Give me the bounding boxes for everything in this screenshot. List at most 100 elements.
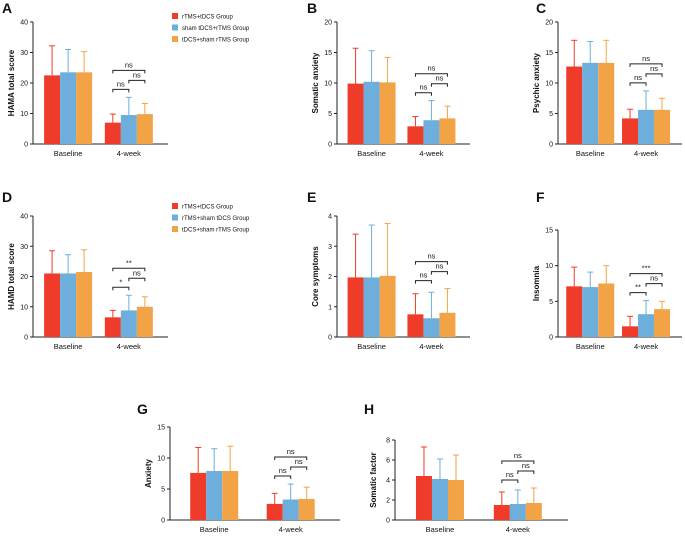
category-label: 4-week: [279, 525, 303, 534]
significance-bracket: [629, 63, 663, 67]
bar: [582, 287, 599, 337]
panel-letter: A: [2, 0, 12, 16]
category-label: 4-week: [419, 149, 443, 158]
bar: [347, 83, 364, 144]
bar: [60, 72, 77, 144]
significance-label: ns: [634, 73, 642, 82]
legend-label: rTMS+tDCS Group: [182, 15, 234, 21]
bar: [120, 310, 137, 337]
bar: [439, 118, 456, 144]
bar: [363, 81, 380, 144]
y-tick-label: 30: [20, 244, 28, 251]
y-tick-label: 0: [549, 142, 553, 149]
significance-label: ns: [125, 60, 133, 69]
bar: [190, 472, 207, 520]
bar: [431, 479, 448, 520]
legend-swatch: [172, 226, 178, 232]
bar: [298, 498, 315, 520]
significance-bracket: [645, 283, 663, 287]
bar: [638, 314, 655, 337]
bar: [363, 277, 380, 337]
significance-bracket: [112, 286, 130, 291]
panel-letter: B: [307, 0, 317, 16]
y-tick-label: 15: [545, 228, 553, 235]
significance-label: ns: [514, 451, 522, 460]
panel-f: F 0 5 10 15 Insomnia Baseline 4-week ** ns***: [532, 189, 682, 351]
legend-label: rTMS+tDCS Group: [182, 205, 234, 211]
y-tick-label: 0: [24, 142, 28, 149]
y-tick-label: 10: [324, 81, 332, 88]
significance-bracket: [414, 92, 432, 96]
significance-label: **: [126, 258, 132, 267]
category-label: 4-week: [117, 149, 141, 158]
y-tick-label: 15: [157, 425, 165, 432]
significance-bracket: [274, 456, 308, 461]
y-tick-label: 10: [545, 263, 553, 270]
significance-label: ns: [522, 461, 530, 470]
category-label: Baseline: [426, 525, 455, 534]
bar: [423, 318, 440, 337]
significance-bracket: [414, 261, 448, 265]
significance-bracket: [501, 479, 519, 483]
y-tick-label: 20: [324, 20, 332, 27]
panel-c: C 0 5 10 15 20 Psychic anxiety Baseline 4-week ns…: [532, 0, 682, 158]
legend-label: tDCS+sham rTMS Group: [182, 38, 250, 44]
panel-letter: G: [137, 401, 148, 417]
y-tick-label: 15: [324, 50, 332, 57]
category-label: Baseline: [200, 525, 229, 534]
significance-bracket: [645, 73, 663, 77]
y-tick-label: 0: [549, 335, 553, 342]
significance-label: ns: [419, 83, 427, 92]
bar: [582, 62, 599, 145]
significance-label: ns: [650, 64, 658, 73]
category-label: Baseline: [357, 342, 386, 351]
y-tick-label: 30: [20, 50, 28, 57]
bar: [222, 471, 239, 520]
bar: [44, 75, 61, 144]
significance-label: ns: [287, 447, 295, 456]
significance-label: **: [635, 283, 641, 292]
legend: rTMS+tDCS Group sham tDCS+rTMS Group tDCS+…: [172, 13, 250, 44]
y-tick-label: 10: [20, 304, 28, 311]
legend-swatch: [172, 214, 178, 221]
legend-swatch: [172, 203, 178, 209]
significance-bracket: [430, 271, 448, 275]
bar: [654, 309, 671, 337]
bar: [76, 72, 93, 144]
significance-label: ns: [650, 274, 658, 283]
y-axis-title: Psychic anxiety: [532, 52, 541, 113]
y-tick-label: 10: [157, 456, 165, 463]
bar: [423, 120, 440, 144]
panel-letter: C: [536, 0, 546, 16]
bar: [493, 505, 510, 520]
significance-label: ns: [133, 70, 141, 79]
y-tick-label: 6: [386, 458, 390, 465]
bar: [638, 109, 655, 144]
y-tick-label: 4: [328, 214, 332, 221]
bar: [622, 326, 639, 337]
significance-label: ns: [435, 74, 443, 83]
bar: [104, 122, 121, 144]
bar: [347, 277, 364, 337]
y-tick-label: 20: [20, 81, 28, 88]
panel-letter: H: [364, 401, 374, 417]
legend: rTMS+tDCS Group rTMS+sham tDCS Group tDCS+…: [172, 203, 250, 234]
significance-label: *: [119, 277, 122, 286]
significance-label: ns: [642, 54, 650, 63]
category-label: 4-week: [117, 342, 141, 351]
legend-label: rTMS+sham tDCS Group: [182, 216, 250, 222]
significance-label: ns: [427, 64, 435, 73]
legend-swatch: [172, 13, 178, 19]
category-label: 4-week: [506, 525, 530, 534]
significance-label: ns: [133, 268, 141, 277]
y-tick-label: 8: [386, 438, 390, 445]
y-tick-label: 2: [386, 498, 390, 505]
panel-letter: E: [307, 189, 316, 205]
legend-label: tDCS+sham rTMS Group: [182, 228, 250, 234]
bar: [120, 115, 137, 144]
